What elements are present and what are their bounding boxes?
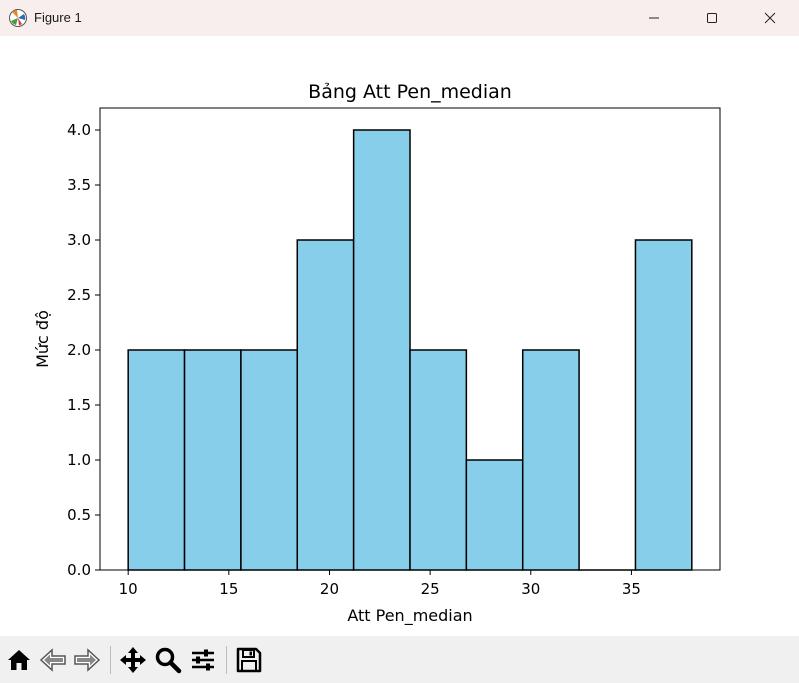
forward-button[interactable]	[72, 645, 102, 675]
histogram-bar	[409, 349, 468, 571]
y-tick-label: 2.0	[67, 341, 91, 359]
toolbar-separator	[226, 646, 227, 674]
y-tick-label: 3.5	[67, 176, 91, 194]
y-axis-ticks: 0.0 0.5 1.0 1.5 2.0 2.5 3.0 3.5 4.0	[67, 121, 100, 579]
close-icon	[764, 12, 776, 24]
chart-title: Bảng Att Pen_median	[308, 81, 512, 103]
window-titlebar: Figure 1	[0, 0, 799, 36]
maximize-button[interactable]	[683, 0, 741, 36]
pan-button[interactable]	[118, 645, 148, 675]
y-tick-label: 3.0	[67, 231, 91, 249]
x-tick-label: 35	[622, 580, 641, 598]
axes-frame	[99, 107, 721, 571]
histogram-chart: Bảng Att Pen_median 10 15 20 25 30 35 0.0 0.5 1…	[33, 81, 721, 626]
close-button[interactable]	[741, 0, 799, 36]
pan-move-icon	[120, 647, 146, 673]
histogram-bar	[465, 459, 524, 571]
histogram-bar	[296, 239, 355, 571]
histogram-bar	[127, 349, 186, 571]
bars-group	[127, 129, 693, 571]
zoom-magnifier-icon	[155, 647, 182, 674]
x-tick-label: 30	[521, 580, 540, 598]
zoom-button[interactable]	[153, 645, 183, 675]
minimize-icon	[649, 17, 659, 19]
toolbar-separator	[110, 646, 111, 674]
y-tick-label: 1.0	[67, 451, 91, 469]
y-tick-label: 4.0	[67, 121, 91, 139]
navigation-toolbar	[0, 636, 799, 683]
x-tick-label: 25	[421, 580, 440, 598]
back-arrow-icon	[39, 648, 66, 672]
y-tick-label: 2.5	[67, 286, 91, 304]
minimize-button[interactable]	[625, 0, 683, 36]
y-tick-label: 0.5	[67, 506, 91, 524]
configure-subplots-button[interactable]	[188, 645, 218, 675]
x-axis-label: Att Pen_median	[347, 606, 472, 626]
home-button[interactable]	[4, 645, 34, 675]
x-axis-ticks: 10 15 20 25 30 35	[119, 570, 641, 598]
back-button[interactable]	[38, 645, 68, 675]
histogram-bar	[521, 349, 580, 571]
x-tick-label: 20	[320, 580, 339, 598]
y-axis-label: Mức độ	[33, 310, 52, 368]
save-floppy-icon	[236, 647, 262, 673]
histogram-bar	[634, 239, 693, 571]
save-button[interactable]	[234, 645, 264, 675]
histogram-bar	[352, 129, 411, 571]
configure-subplots-icon	[192, 649, 214, 671]
matplotlib-logo-icon	[9, 9, 27, 27]
y-tick-label: 1.5	[67, 396, 91, 414]
histogram-bar	[183, 349, 242, 571]
forward-arrow-icon	[74, 648, 101, 672]
window-title: Figure 1	[34, 10, 82, 25]
figure-canvas: Bảng Att Pen_median 10 15 20 25 30 35 0.0 0.5 1…	[0, 36, 799, 636]
histogram-bar	[240, 349, 299, 571]
home-icon	[8, 650, 30, 670]
y-tick-label: 0.0	[67, 561, 91, 579]
x-tick-label: 10	[119, 580, 138, 598]
x-tick-label: 15	[219, 580, 238, 598]
maximize-icon	[707, 13, 717, 23]
